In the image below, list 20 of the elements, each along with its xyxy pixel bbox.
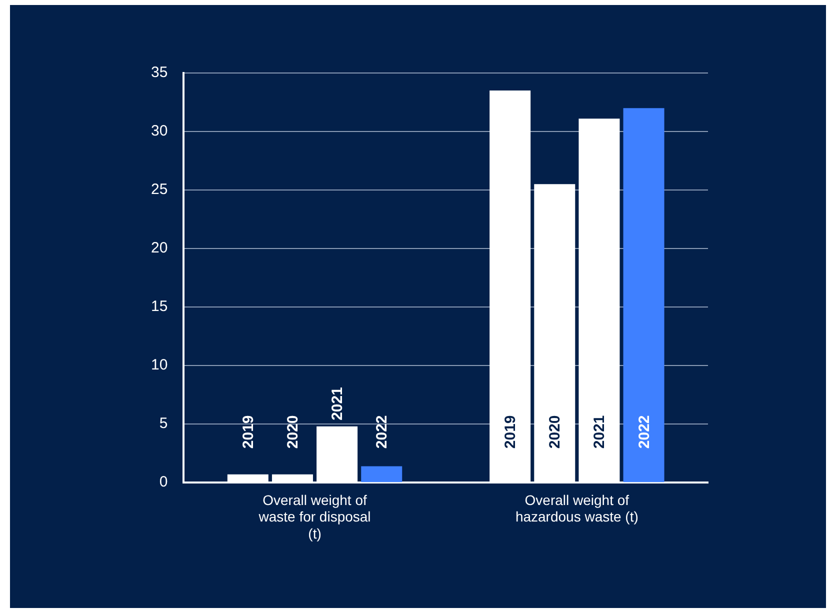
bar: [623, 108, 664, 482]
y-tick-label: 15: [150, 298, 168, 316]
bar: [361, 466, 402, 482]
series-label: 2020: [546, 415, 564, 449]
x-tick-label: Overall weight of waste for disposal (t): [258, 492, 371, 542]
y-tick-label: 35: [150, 64, 168, 82]
text: 2020: [284, 415, 302, 449]
series-label: 2019: [502, 415, 520, 449]
y-tick-label: 20: [150, 240, 168, 257]
text: 2021: [591, 415, 608, 449]
y-tick-label: 0: [159, 474, 168, 491]
series-label: 2022: [636, 415, 653, 449]
y-tick-label: 10: [150, 356, 168, 374]
y-tick-label: 30: [150, 122, 168, 140]
text: 2021: [329, 387, 346, 420]
text: 2019: [240, 415, 257, 449]
text: 2022: [374, 415, 391, 449]
y-tick-label: 25: [150, 181, 168, 198]
y-tick-label: 5: [159, 415, 168, 432]
x-tick-label: Overall weight of hazardous waste (t): [515, 492, 638, 525]
